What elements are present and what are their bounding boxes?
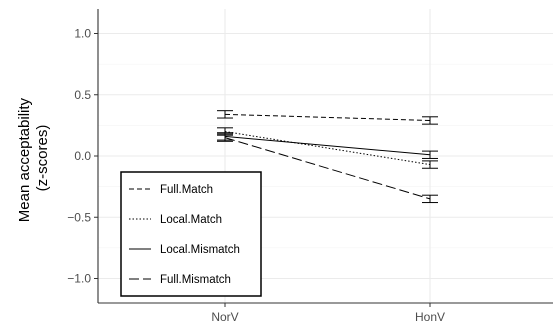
y-tick-label: −1.0 bbox=[67, 272, 91, 286]
x-tick-label: NorV bbox=[211, 310, 238, 324]
legend-box bbox=[120, 171, 262, 297]
y-axis-title: Mean acceptability (z-scores) bbox=[16, 94, 51, 222]
legend-label: Local.Mismatch bbox=[160, 244, 240, 256]
legend: Full.Match Local.Match Local.Mismatch Full.… bbox=[120, 171, 262, 297]
y-tick-label: 0.0 bbox=[74, 149, 91, 163]
legend-label: Full.Mismatch bbox=[160, 274, 231, 286]
series-line bbox=[224, 135, 431, 156]
axes: 1.0 0.5 0.0 −0.5 −1.0 NorV HonV bbox=[67, 9, 553, 324]
y-tick-label: 0.5 bbox=[74, 88, 91, 102]
y-axis-title-line-2: (z-scores) bbox=[34, 125, 51, 192]
series-line bbox=[224, 137, 431, 200]
series-group bbox=[217, 110, 438, 204]
series-line bbox=[224, 113, 431, 121]
x-tick-label: HonV bbox=[415, 310, 445, 324]
legend-label: Full.Match bbox=[160, 184, 213, 196]
y-tick-label: 1.0 bbox=[74, 27, 91, 41]
y-axis-title-line-1: Mean acceptability bbox=[16, 97, 33, 222]
legend-label: Local.Match bbox=[160, 214, 222, 226]
y-tick-label: −0.5 bbox=[67, 210, 91, 224]
